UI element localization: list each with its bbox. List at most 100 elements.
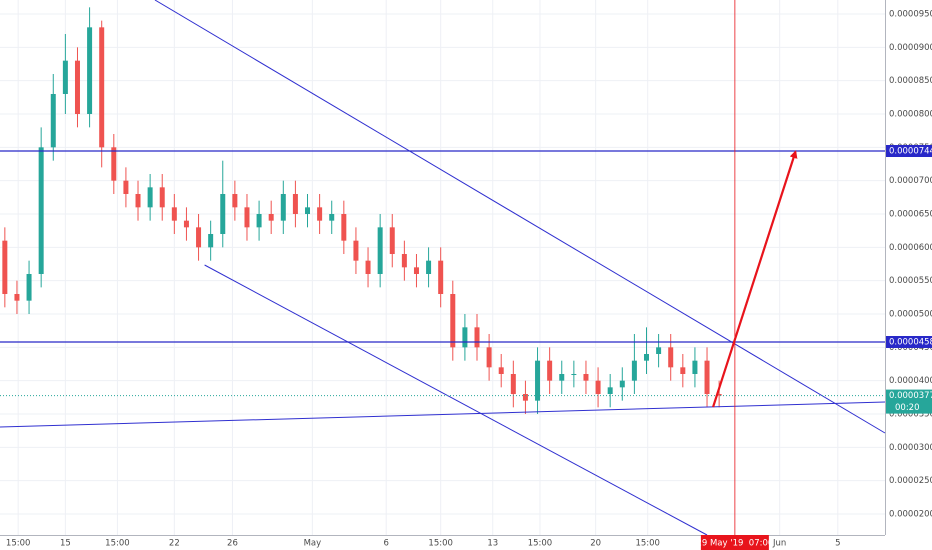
y-tick-label: 0.00003000 bbox=[889, 443, 932, 453]
trend-line bbox=[154, 0, 886, 434]
y-tick-label: 0.00003500 bbox=[889, 410, 932, 420]
x-tick-label: 20 bbox=[590, 539, 601, 549]
candle-body bbox=[183, 220, 189, 228]
candle-body bbox=[62, 60, 68, 94]
candle-body bbox=[305, 207, 311, 214]
candle-body bbox=[450, 294, 456, 348]
x-tick-label: 13 bbox=[487, 539, 498, 549]
candle-body bbox=[595, 380, 601, 394]
candle-body bbox=[498, 367, 504, 374]
x-tick-label: 6 bbox=[383, 539, 388, 549]
candle-body bbox=[135, 194, 141, 208]
candle-body bbox=[535, 360, 541, 401]
candle-body bbox=[547, 360, 553, 381]
y-tick-label: 0.00004000 bbox=[889, 376, 932, 386]
candle-body bbox=[692, 360, 698, 374]
candle-body bbox=[256, 214, 262, 228]
candle-body bbox=[426, 260, 432, 274]
candle-body bbox=[704, 360, 710, 394]
candle-body bbox=[559, 374, 565, 381]
candle-body bbox=[292, 194, 298, 214]
candle-body bbox=[220, 194, 226, 234]
last-price-label: 0.00003776 bbox=[889, 391, 932, 401]
level-label-box bbox=[886, 145, 932, 157]
x-tick-label: Jun bbox=[772, 539, 786, 549]
candle-body bbox=[196, 227, 202, 248]
y-tick-label: 0.00002500 bbox=[889, 476, 932, 486]
candle-body bbox=[522, 394, 528, 401]
y-tick-label: 0.00009000 bbox=[889, 43, 932, 53]
x-tick-label: 15:00 bbox=[528, 539, 553, 549]
trend-line bbox=[0, 401, 886, 428]
level-label: 0.00004580 bbox=[889, 338, 932, 348]
y-tick-label: 0.00006000 bbox=[889, 243, 932, 253]
candle-body bbox=[87, 27, 93, 114]
candle-body bbox=[668, 347, 674, 368]
arrow bbox=[712, 150, 798, 408]
candle-body bbox=[14, 294, 20, 301]
candle-body bbox=[280, 194, 286, 221]
trend-line bbox=[204, 264, 708, 536]
y-tick-label: 0.00009500 bbox=[889, 10, 932, 20]
candle-body bbox=[486, 347, 492, 368]
candle-body bbox=[413, 267, 419, 274]
candle-body bbox=[171, 207, 177, 221]
candle-body bbox=[631, 360, 637, 381]
x-tick-label: 15:00 bbox=[105, 539, 130, 549]
y-tick-label: 0.00005000 bbox=[889, 310, 932, 320]
candle-body bbox=[353, 240, 359, 261]
candle-body bbox=[583, 374, 589, 381]
x-tick-label: May bbox=[304, 539, 322, 549]
candle-body bbox=[643, 354, 649, 361]
candle-body bbox=[26, 274, 32, 301]
candle-body bbox=[377, 227, 383, 274]
x-tick-label: 22 bbox=[169, 539, 180, 549]
candle-body bbox=[365, 260, 371, 274]
candle-body bbox=[159, 187, 165, 208]
candle-body bbox=[317, 207, 323, 221]
level-label: 0.00007445 bbox=[889, 147, 932, 157]
x-tick-label: 15 bbox=[60, 539, 71, 549]
candle-body bbox=[111, 147, 117, 181]
candle-body bbox=[123, 180, 129, 194]
candle-body bbox=[147, 187, 153, 208]
x-tick-label: 15:00 bbox=[428, 539, 453, 549]
candle-body bbox=[401, 254, 407, 268]
level-label-box bbox=[886, 336, 932, 348]
countdown-label: 00:20 bbox=[895, 403, 920, 413]
candle-body bbox=[329, 214, 335, 221]
candle-body bbox=[38, 147, 44, 274]
candle-body bbox=[619, 380, 625, 388]
candle-body bbox=[438, 260, 444, 294]
candle-body bbox=[50, 94, 56, 148]
candle-body bbox=[389, 227, 395, 254]
y-tick-label: 0.00008500 bbox=[889, 76, 932, 86]
y-tick-label: 0.00005500 bbox=[889, 276, 932, 286]
crosshair-label: 29 May '19 07:00 bbox=[696, 539, 773, 549]
y-tick-label: 0.00006500 bbox=[889, 210, 932, 220]
candle-body bbox=[656, 347, 662, 354]
candle-body bbox=[680, 367, 686, 374]
candle-body bbox=[99, 27, 105, 148]
candle-body bbox=[571, 374, 577, 375]
candle-body bbox=[244, 207, 250, 228]
x-tick-label: 5 bbox=[835, 539, 840, 549]
x-tick-label: 15:00 bbox=[635, 539, 660, 549]
crosshair-label-box bbox=[700, 535, 769, 550]
candle-body bbox=[268, 214, 274, 221]
candle-body bbox=[74, 60, 80, 114]
candle-body bbox=[462, 327, 468, 348]
y-tick-label: 0.00002000 bbox=[889, 510, 932, 520]
last-price-box bbox=[886, 389, 932, 414]
x-tick-label: 15:00 bbox=[6, 539, 31, 549]
candle-body bbox=[341, 214, 347, 241]
candle-body bbox=[232, 194, 238, 208]
candle-body bbox=[208, 234, 214, 248]
candle-body bbox=[607, 387, 613, 394]
candle-body bbox=[716, 394, 722, 396]
candle-body bbox=[474, 327, 480, 348]
candle-body bbox=[510, 374, 516, 394]
x-tick-label: 26 bbox=[227, 539, 238, 549]
